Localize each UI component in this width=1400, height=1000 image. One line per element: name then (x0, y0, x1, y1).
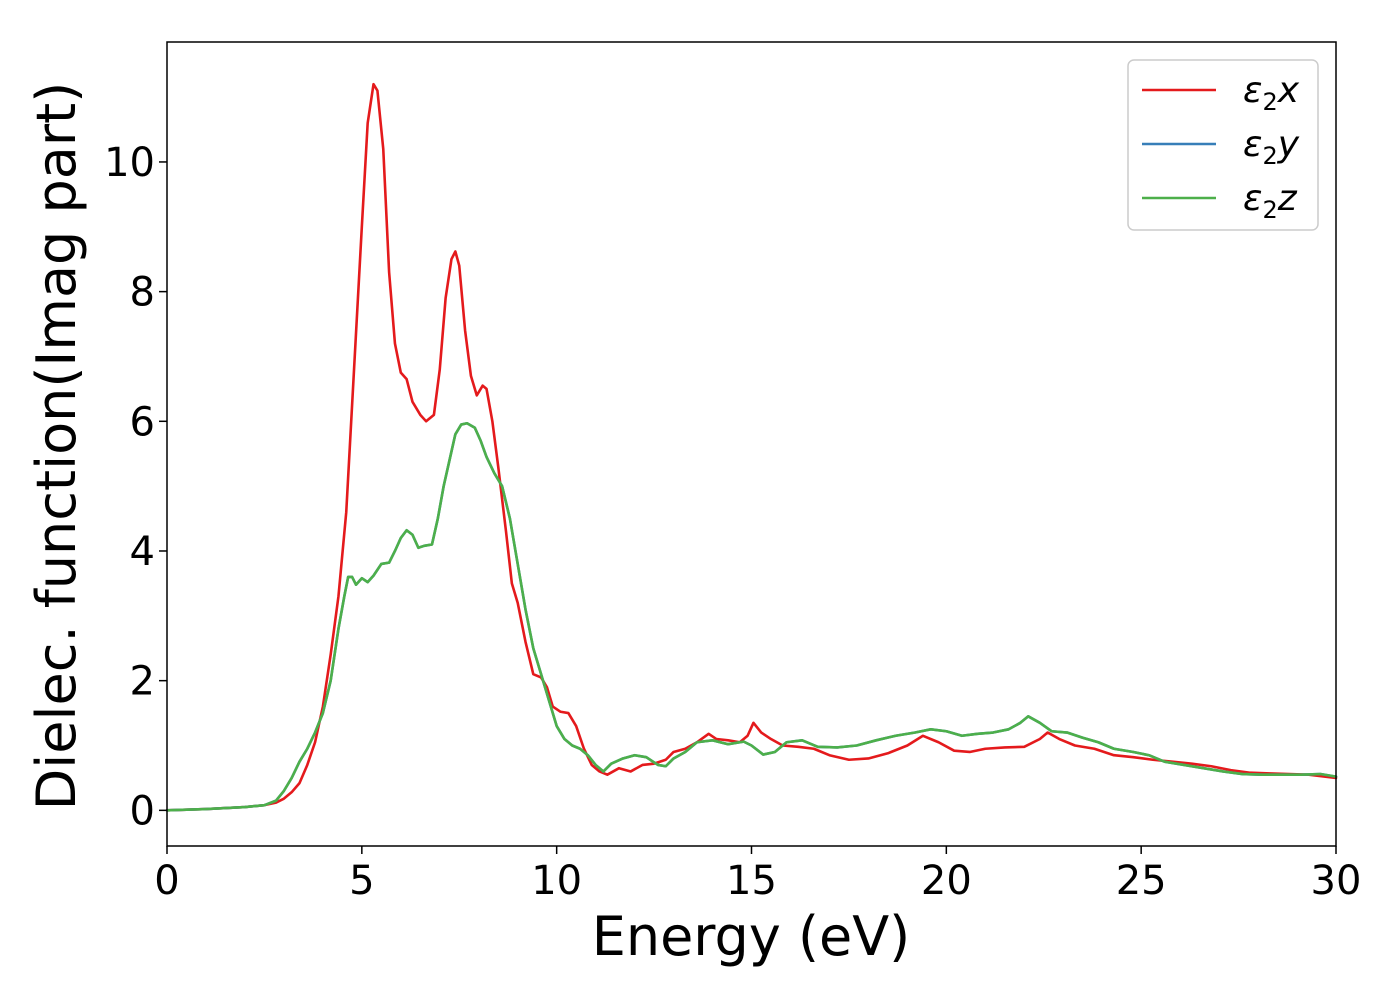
y-axis-label: Dielec. function(Imag part) (25, 82, 88, 811)
x-axis-label: Energy (eV) (592, 905, 911, 968)
legend-subscript: 2 (1262, 142, 1277, 170)
series-line-x (165, 82, 1338, 812)
x-tick-label: 15 (726, 858, 777, 904)
legend-label-z: ε2z (1243, 178, 1298, 224)
x-tick-label: 0 (154, 858, 179, 904)
y-tick-label: 0 (130, 788, 155, 834)
legend-subscript: 2 (1262, 88, 1277, 116)
legend-box (1127, 59, 1319, 231)
legend-label-y: ε2y (1243, 124, 1300, 170)
legend-axis-letter: y (1277, 124, 1300, 165)
y-tick-label: 2 (130, 659, 155, 705)
legend-subscript: 2 (1262, 196, 1277, 224)
x-tick-label: 20 (921, 858, 972, 904)
y-tick-label: 10 (104, 140, 155, 186)
legend-symbol: ε (1243, 70, 1262, 111)
y-axis-ticks: 0 2 4 6 8 10 (104, 140, 167, 834)
series-line-z (165, 421, 1338, 812)
y-tick-label: 6 (130, 399, 155, 445)
plot-lines (165, 82, 1338, 812)
y-tick-label: 4 (130, 529, 155, 575)
legend-axis-letter: z (1277, 178, 1298, 219)
x-tick-label: 30 (1311, 858, 1362, 904)
y-tick-label: 8 (130, 270, 155, 316)
x-tick-label: 25 (1116, 858, 1167, 904)
x-tick-label: 5 (349, 858, 374, 904)
x-axis-ticks: 0 5 10 15 20 25 30 (154, 846, 1361, 904)
x-tick-label: 10 (531, 858, 582, 904)
legend-label-x: ε2x (1243, 70, 1300, 116)
legend-axis-letter: x (1277, 70, 1300, 111)
legend-symbol: ε (1243, 178, 1262, 219)
legend-symbol: ε (1243, 124, 1262, 165)
